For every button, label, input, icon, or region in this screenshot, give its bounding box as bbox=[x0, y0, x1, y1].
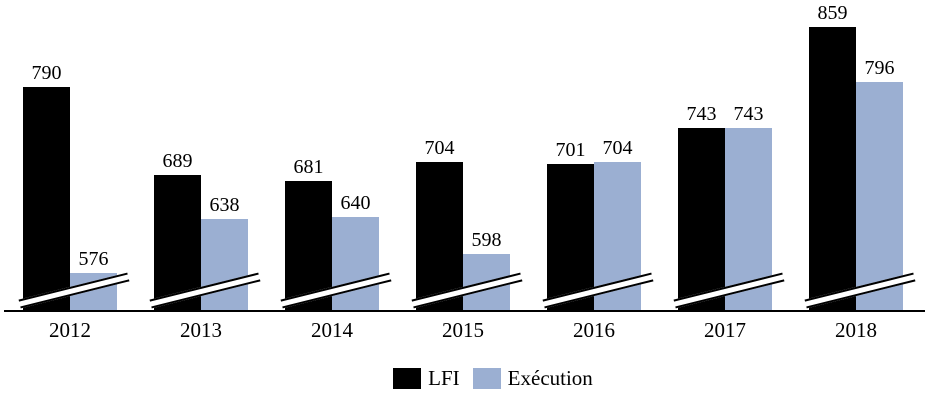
value-label-execution-2013: 638 bbox=[209, 194, 240, 216]
x-axis-line bbox=[4, 310, 925, 312]
legend-item-execution: Exécution bbox=[472, 366, 593, 390]
value-label-execution-2016: 704 bbox=[602, 137, 633, 159]
bar-lfi-2016 bbox=[547, 164, 594, 310]
legend-label-lfi: LFI bbox=[428, 366, 460, 390]
bar-execution-2018 bbox=[856, 82, 903, 310]
value-label-execution-2018: 796 bbox=[864, 57, 895, 79]
bar-group-2015: 704 598 2015 bbox=[411, 0, 523, 342]
value-label-lfi-2015: 704 bbox=[424, 137, 455, 159]
value-label-execution-2012: 576 bbox=[78, 248, 109, 270]
legend-swatch-lfi bbox=[393, 367, 422, 389]
bar-group-2014: 681 640 2014 bbox=[280, 0, 392, 342]
bar-lfi-2013 bbox=[154, 175, 201, 310]
value-label-lfi-2013: 689 bbox=[162, 150, 193, 172]
x-tick-label-2016: 2016 bbox=[573, 318, 615, 342]
x-tick-label-2018: 2018 bbox=[835, 318, 877, 342]
bar-group-2017: 743 743 2017 bbox=[673, 0, 785, 342]
bar-execution-2013 bbox=[201, 219, 248, 310]
bar-group-2013: 689 638 2013 bbox=[149, 0, 261, 342]
value-label-execution-2014: 640 bbox=[340, 192, 371, 214]
value-label-execution-2015: 598 bbox=[471, 229, 502, 251]
x-tick-label-2015: 2015 bbox=[442, 318, 484, 342]
bar-group-2012: 790 576 2012 bbox=[18, 0, 130, 342]
x-tick-label-2017: 2017 bbox=[704, 318, 746, 342]
value-label-lfi-2012: 790 bbox=[31, 62, 62, 84]
value-label-execution-2017: 743 bbox=[733, 103, 764, 125]
legend-swatch-execution bbox=[472, 367, 501, 389]
bar-execution-2014 bbox=[332, 217, 379, 310]
legend: LFI Exécution bbox=[30, 367, 926, 389]
legend-item-lfi: LFI bbox=[393, 367, 460, 389]
plot-area: 790 576 2012 689 638 2013 681 640 2014 704 598 2015… bbox=[4, 0, 925, 342]
bar-lfi-2017 bbox=[678, 128, 725, 310]
value-label-lfi-2014: 681 bbox=[293, 156, 324, 178]
bar-lfi-2015 bbox=[416, 162, 463, 310]
value-label-lfi-2017: 743 bbox=[686, 103, 717, 125]
x-tick-label-2014: 2014 bbox=[311, 318, 353, 342]
value-label-lfi-2016: 701 bbox=[555, 139, 586, 161]
legend-label-execution: Exécution bbox=[507, 366, 593, 390]
x-tick-label-2012: 2012 bbox=[49, 318, 91, 342]
bar-lfi-2012 bbox=[23, 87, 70, 310]
x-tick-label-2013: 2013 bbox=[180, 318, 222, 342]
bar-group-2018: 859 796 2018 bbox=[804, 0, 916, 342]
bar-lfi-2018 bbox=[809, 27, 856, 310]
bar-group-2016: 701 704 2016 bbox=[542, 0, 654, 342]
value-label-lfi-2018: 859 bbox=[817, 2, 848, 24]
